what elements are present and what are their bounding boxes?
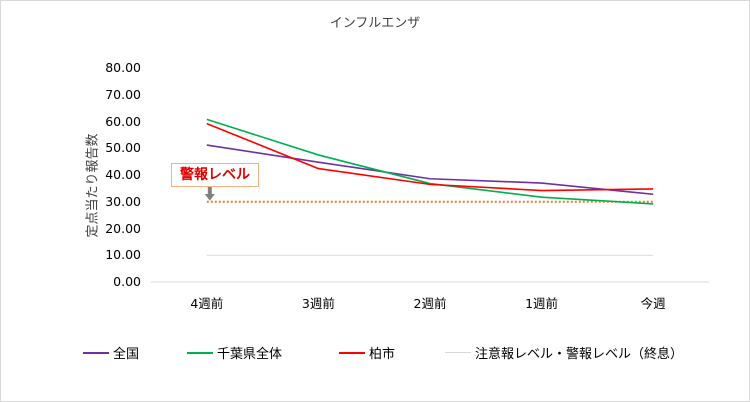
chart-title: インフルエンザ <box>329 16 421 31</box>
x-tick-label: 1週前 <box>525 296 559 311</box>
x-tick-label: 4週前 <box>190 296 224 311</box>
y-tick-label: 50.00 <box>105 140 141 156</box>
x-tick-label: 今週 <box>640 296 666 311</box>
alert-level-label: 警報レベル <box>171 163 259 187</box>
legend-item-national: 全国 <box>83 343 139 362</box>
x-tick-label: 2週前 <box>413 296 447 311</box>
x-tick-label: 3週前 <box>301 296 335 311</box>
y-tick-label: 70.00 <box>105 86 141 102</box>
legend-label-chiba: 千葉県全体 <box>217 347 283 362</box>
legend-label-kashiwa: 柏市 <box>369 347 396 362</box>
legend-swatch-national <box>83 351 109 354</box>
legend-swatch-chiba <box>187 351 213 354</box>
y-tick-label: 20.00 <box>105 220 141 236</box>
y-tick-label: 0.00 <box>113 274 141 289</box>
legend-item-threshold: 注意報レベル・警報レベル（終息） <box>445 343 683 362</box>
alert-arrow-head <box>204 194 215 201</box>
series-line-chiba <box>206 118 654 205</box>
legend-item-kashiwa: 柏市 <box>339 343 395 362</box>
legend-swatch-threshold <box>445 352 471 353</box>
y-tick-label: 30.00 <box>105 193 141 209</box>
y-tick-label: 40.00 <box>105 167 141 182</box>
legend-item-chiba: 千葉県全体 <box>187 343 282 362</box>
legend-label-national: 全国 <box>113 347 140 362</box>
legend-swatch-kashiwa <box>339 351 365 354</box>
alert-arrow-shaft <box>207 187 212 194</box>
y-tick-label: 60.00 <box>105 113 141 129</box>
series-line-kashiwa <box>206 122 654 192</box>
legend-label-threshold: 注意報レベル・警報レベル（終息） <box>475 347 684 362</box>
y-tick-label: 10.00 <box>105 247 141 263</box>
series-line-national <box>206 144 654 196</box>
y-tick-label: 80.00 <box>105 60 141 75</box>
